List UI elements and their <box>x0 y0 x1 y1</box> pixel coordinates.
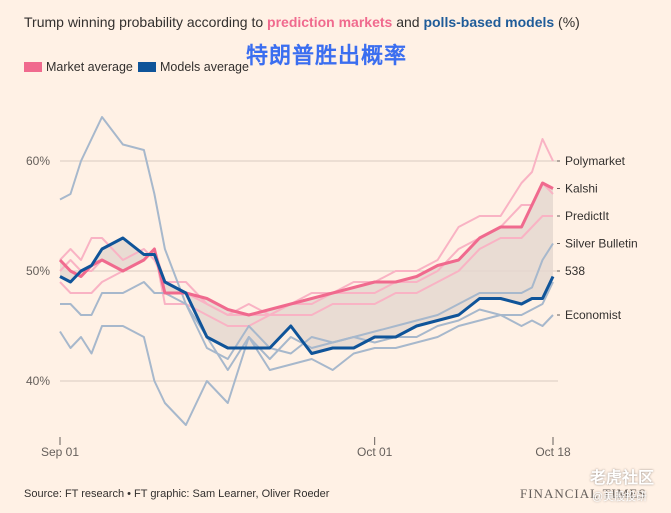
legend-swatch-market <box>24 62 42 72</box>
series-line-models-average <box>59 236 555 355</box>
watermark-text: 老虎社区 <box>590 470 655 487</box>
y-tick-label: 50% <box>26 264 50 278</box>
series-line-predictit <box>59 215 553 327</box>
series-line-538 <box>60 281 554 371</box>
title-suffix: (%) <box>554 14 580 30</box>
legend-label-models: Models average <box>160 60 249 74</box>
end-label: Economist <box>565 308 622 322</box>
title-prefix: Trump winning probability according to <box>24 14 268 30</box>
source-note: Source: FT research • FT graphic: Sam Le… <box>24 488 330 500</box>
title-middle: and <box>392 14 424 30</box>
gap-band <box>60 183 553 354</box>
ft-logo: FINANCIAL TIMES <box>520 486 647 501</box>
y-tick-label: 60% <box>26 154 50 168</box>
end-label: Polymarket <box>565 154 626 168</box>
legend-item-market: Market average <box>24 60 133 74</box>
series-line-silver-bulletin <box>59 116 554 360</box>
legend-swatch-models <box>138 62 156 72</box>
end-label: Kalshi <box>565 182 598 196</box>
x-tick-label: Oct 18 <box>535 445 571 459</box>
end-label: PredictIt <box>565 209 610 223</box>
series-line-economist <box>59 314 554 426</box>
series-line-market-average <box>58 181 554 317</box>
title-highlight-polls: polls-based models <box>423 14 555 30</box>
legend-label-market: Market average <box>46 60 133 74</box>
chart-title: Trump winning probability according to p… <box>24 14 580 30</box>
x-tick-label: Sep 01 <box>41 445 79 459</box>
y-tick-label: 40% <box>26 374 50 388</box>
end-label: 538 <box>565 264 585 278</box>
overlay-caption: 特朗普胜出概率 <box>246 43 408 68</box>
end-label: Silver Bulletin <box>565 237 638 251</box>
legend-item-models: Models average <box>138 60 249 74</box>
watermark-handle: @美股投研 <box>592 491 648 503</box>
x-tick-label: Oct 01 <box>357 445 393 459</box>
title-highlight-prediction: prediction markets <box>267 14 393 30</box>
